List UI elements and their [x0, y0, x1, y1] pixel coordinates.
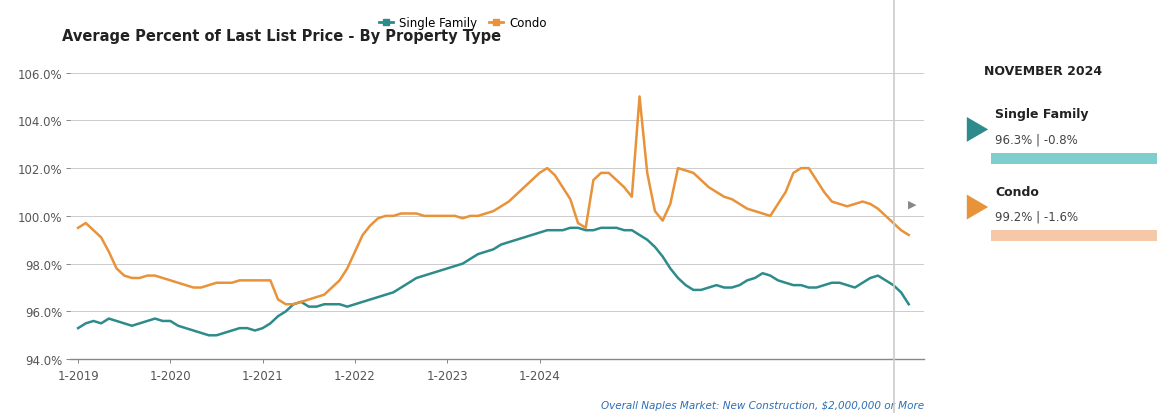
Text: Single Family: Single Family	[995, 108, 1089, 121]
Text: ▶: ▶	[908, 199, 916, 209]
Text: 96.3% | -0.8%: 96.3% | -0.8%	[995, 133, 1078, 146]
Bar	[990, 231, 1157, 242]
Text: 99.2% | -1.6%: 99.2% | -1.6%	[995, 210, 1078, 223]
Legend: Single Family, Condo: Single Family, Condo	[374, 12, 551, 34]
Text: NOVEMBER 2024: NOVEMBER 2024	[984, 65, 1101, 78]
Text: Average Percent of Last List Price - By Property Type: Average Percent of Last List Price - By …	[62, 29, 501, 44]
Polygon shape	[967, 118, 988, 142]
Bar	[990, 153, 1157, 164]
Text: Condo: Condo	[995, 185, 1039, 199]
Text: Overall Naples Market: New Construction, $2,000,000 or More: Overall Naples Market: New Construction,…	[601, 400, 924, 410]
Polygon shape	[967, 195, 988, 220]
